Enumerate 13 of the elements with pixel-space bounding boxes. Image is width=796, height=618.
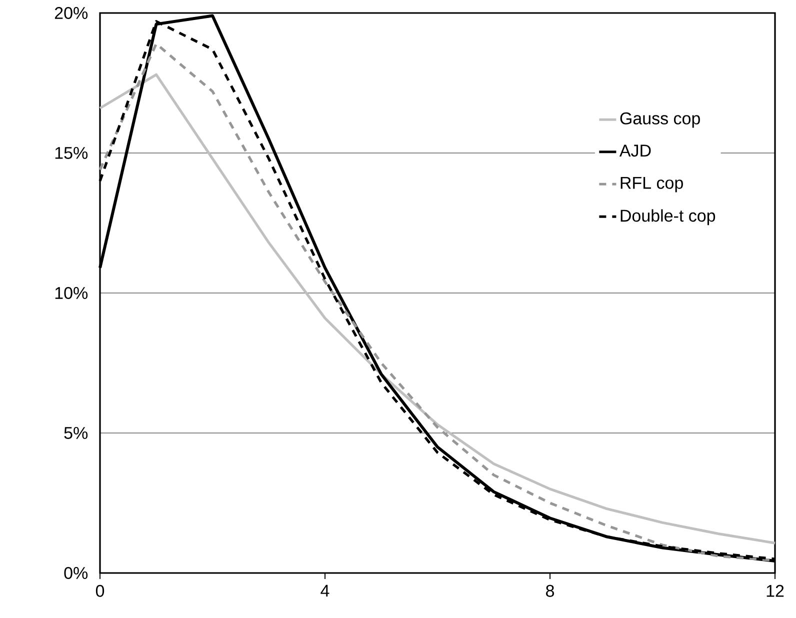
- y-tick-label: 15%: [55, 147, 88, 159]
- legend-label: Double-t cop: [620, 209, 716, 226]
- legend-label: AJD: [619, 144, 651, 157]
- y-tick-label: 10%: [55, 286, 88, 300]
- y-tick-label: 0%: [64, 566, 88, 580]
- y-tick-label: 20%: [54, 6, 88, 20]
- x-tick-label: 8: [546, 584, 554, 597]
- x-tick-label: 4: [320, 584, 330, 597]
- x-tick-label: 12: [766, 584, 784, 597]
- y-tick-label: 5%: [64, 427, 88, 439]
- legend-label: Gauss cop: [620, 112, 700, 128]
- x-tick-label: 0: [96, 584, 104, 597]
- legend-label: RFL cop: [620, 177, 683, 192]
